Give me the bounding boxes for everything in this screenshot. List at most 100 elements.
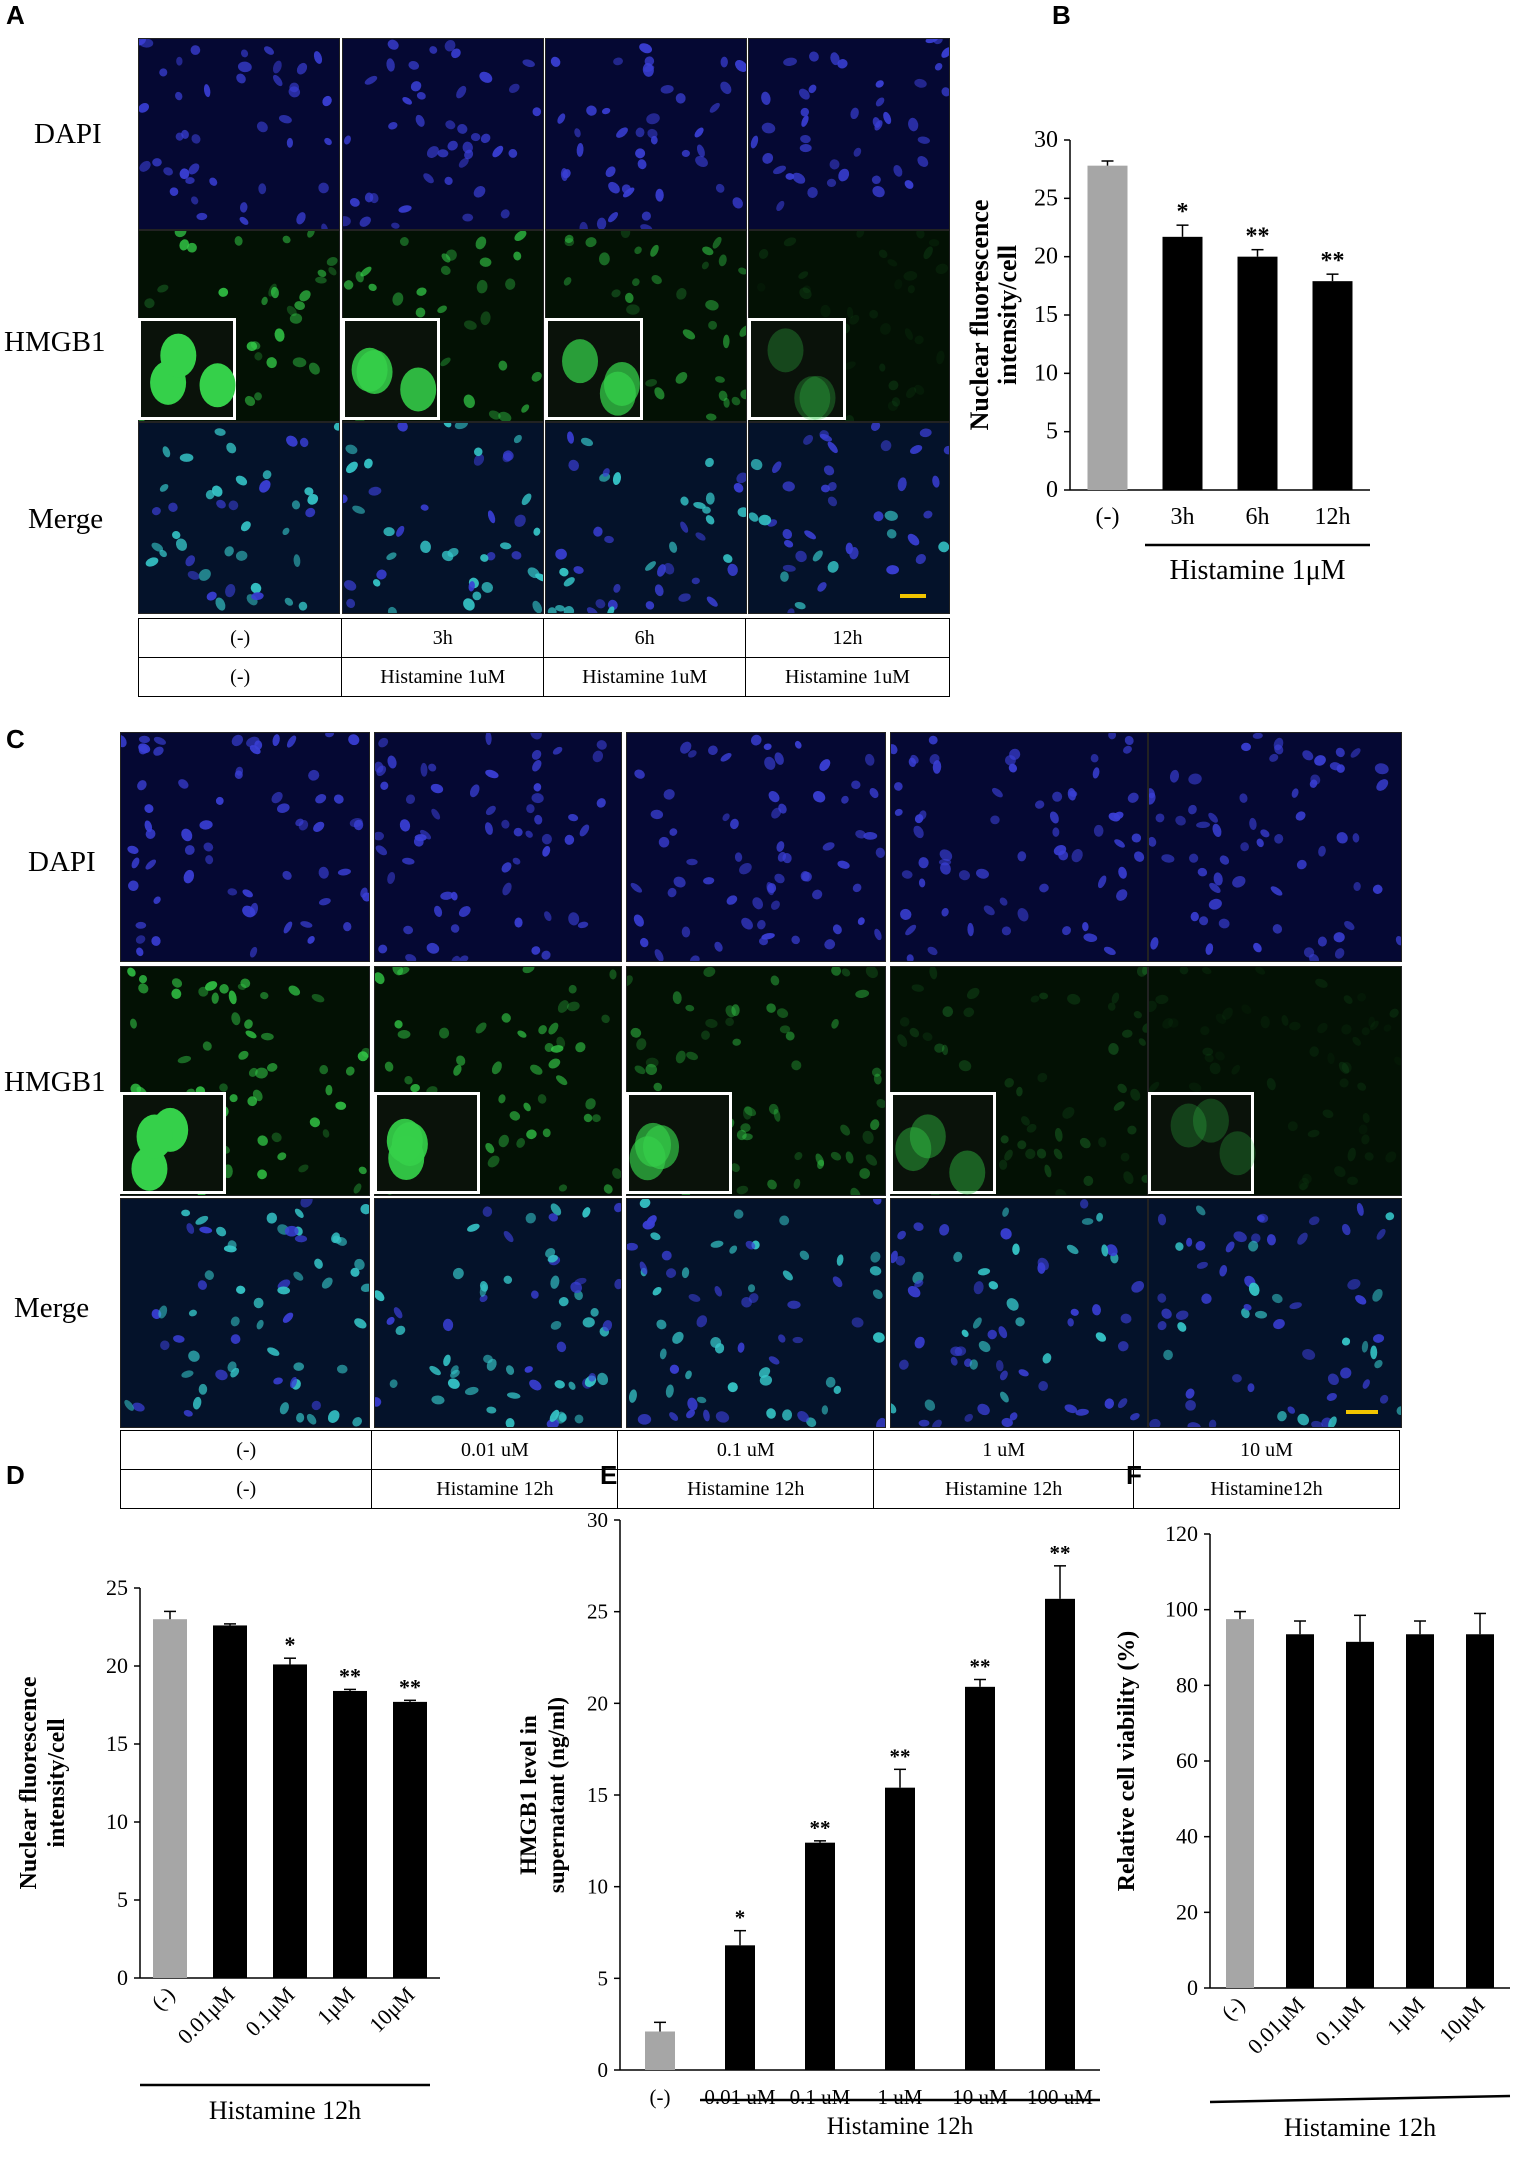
bar: [153, 1619, 187, 1978]
row-label-dapi-a: DAPI: [34, 118, 102, 150]
y-tick-label: 0: [1187, 1975, 1198, 2000]
treatment-bracket: [1209, 2094, 1511, 2104]
x-tick-label: 6h: [1246, 504, 1270, 530]
merge-micrograph: [120, 1198, 370, 1428]
dapi-micrograph: [138, 38, 340, 230]
bar: [885, 1787, 915, 2070]
condition-row-time: (-) 3h 6h 12h: [137, 618, 950, 658]
x-axis-title: Histamine 12h: [209, 2096, 361, 2125]
y-tick-label: 30: [1034, 127, 1058, 153]
y-tick-label: 80: [1176, 1672, 1198, 1697]
bar: [1045, 1598, 1075, 2070]
condition-cell: Histamine 1uM: [341, 657, 545, 697]
condition-cell: (-): [137, 657, 343, 697]
chart-f: 0 20 40 60 80 100 120 (-) 0.01μM 0.1μM 1μM 10μM Hist…: [1100, 1500, 1535, 2152]
x-tick-label: 0.01μM: [1242, 1992, 1309, 2059]
panel-letter-d: D: [6, 1460, 25, 1490]
hmgb1-inset-zoom: [120, 1092, 226, 1194]
condition-cell: Histamine12h: [1133, 1469, 1400, 1509]
y-axis-title: Nuclear fluorescenceintensity/cell: [965, 200, 1022, 431]
y-tick-label: 20: [587, 1691, 608, 1715]
x-tick-label: 3h: [1171, 504, 1195, 530]
bar: [1312, 281, 1353, 490]
bar: [645, 2031, 675, 2070]
x-tick-label: 0.1 uM: [790, 2085, 851, 2109]
bar: [333, 1690, 367, 1978]
chart-f-svg: 0 20 40 60 80 100 120 (-)0.01μM 0.1μM 1μM 10μM Hist…: [1114, 1521, 1511, 2142]
condition-cell: Histamine 12h: [617, 1469, 875, 1509]
x-tick-label: 0.01 uM: [704, 2085, 776, 2109]
x-tick-label: 100 uM: [1027, 2085, 1093, 2109]
dapi-micrograph: [748, 38, 950, 230]
dapi-micrograph: [1148, 732, 1402, 962]
x-tick-label: 10μM: [364, 1982, 419, 2037]
hmgb1-inset-zoom: [374, 1092, 480, 1194]
y-tick-label: 25: [106, 1575, 128, 1600]
panel-letter-c: C: [6, 724, 25, 754]
x-tick-label: 1 uM: [878, 2085, 923, 2109]
dapi-micrograph: [120, 732, 370, 962]
y-tick-label: 0: [598, 2058, 609, 2082]
panel-letter-b: B: [1052, 0, 1071, 30]
significance-mark: *: [735, 1906, 746, 1930]
merge-micrograph: [138, 422, 340, 614]
condition-row-treatment: (-) Histamine 1uM Histamine 1uM Histamin…: [137, 657, 950, 697]
condition-row-dose: (-) 0.01 uM 0.1 uM 1 uM 10 uM: [119, 1430, 1400, 1470]
significance-mark: *: [1177, 199, 1189, 225]
condition-cell: Histamine 1uM: [745, 657, 950, 697]
chart-b: 0 5 10 15 20 25 30 (-) * 3h ** 6h ** 12h Histamine 1μM…: [960, 110, 1535, 610]
x-tick-label: 10μM: [1434, 1992, 1489, 2047]
chart-e: 0 5 10 15 20 25 30 (-) * 0.01 uM ** 0.1 uM ** 1 uM ** 1…: [500, 1500, 1120, 2152]
significance-mark: *: [285, 1632, 296, 1657]
condition-table-a: (-) 3h 6h 12h (-) Histamine 1uM Histamin…: [137, 618, 950, 697]
x-axis-title: Histamine 1μM: [1170, 555, 1346, 586]
x-tick-label: 10 uM: [952, 2085, 1008, 2109]
y-tick-label: 100: [1165, 1597, 1198, 1622]
chart-d: 0 5 10 15 20 25 (-) 0.01μM * 0.1μM ** 1μM ** 10μM Hist…: [0, 1500, 440, 2152]
row-label-merge-c: Merge: [14, 1292, 90, 1324]
y-tick-label: 30: [587, 1508, 608, 1532]
bar: [213, 1625, 247, 1978]
x-tick-label: 0.1μM: [240, 1982, 299, 2041]
y-tick-label: 25: [587, 1600, 608, 1624]
significance-mark: **: [339, 1663, 361, 1688]
significance-mark: **: [1246, 224, 1270, 250]
condition-row-treatment: (-) Histamine 12h Histamine 12h Histamin…: [119, 1469, 1400, 1509]
merge-micrograph: [626, 1198, 886, 1428]
bar: [965, 1686, 995, 2070]
y-tick-label: 20: [1034, 244, 1058, 270]
y-tick-label: 15: [587, 1783, 608, 1807]
condition-cell: (-): [119, 1469, 373, 1509]
hmgb1-inset-zoom: [342, 318, 440, 420]
row-label-hmgb1-c: HMGB1: [4, 1066, 106, 1098]
hmgb1-inset-zoom: [748, 318, 846, 421]
y-tick-label: 0: [1046, 477, 1058, 503]
condition-cell: 6h: [543, 618, 747, 658]
hmgb1-inset-zoom: [545, 318, 643, 420]
y-axis-title: HMGB1 level in supernatant (ng/ml): [516, 1697, 569, 1893]
condition-cell: (-): [119, 1430, 373, 1470]
x-tick-label: 0.1μM: [1310, 1992, 1369, 2051]
y-tick-label: 0: [117, 1965, 128, 1990]
x-tick-label: 1μM: [1382, 1992, 1430, 2040]
row-label-merge-a: Merge: [28, 503, 104, 535]
y-tick-label: 5: [598, 1966, 609, 1990]
y-axis-title: Relative cell viability (%): [1114, 1631, 1140, 1892]
y-tick-label: 60: [1176, 1748, 1198, 1773]
merge-micrograph: [545, 422, 747, 614]
y-axis-title: Nuclear fluorescenceintensity/cell: [16, 1676, 70, 1889]
hmgb1-inset-zoom: [1148, 1092, 1256, 1194]
hmgb1-inset-zoom: [138, 318, 236, 420]
condition-cell: 12h: [745, 618, 950, 658]
dapi-micrograph: [342, 38, 544, 230]
bar: [725, 1945, 755, 2070]
panel-letter-a: A: [6, 0, 25, 30]
chart-e-svg: 0 5 10 15 20 25 30 (-) * 0.01 uM ** 0.1 uM ** 1 uM ** 1…: [516, 1508, 1100, 2140]
condition-cell: 0.1 uM: [617, 1430, 875, 1470]
condition-cell: Histamine 12h: [873, 1469, 1134, 1509]
condition-cell: 10 uM: [1133, 1430, 1400, 1470]
condition-cell: Histamine 1uM: [543, 657, 747, 697]
y-tick-label: 25: [1034, 185, 1058, 211]
dapi-micrograph: [374, 732, 622, 962]
x-tick-label: (-): [1216, 1992, 1249, 2025]
